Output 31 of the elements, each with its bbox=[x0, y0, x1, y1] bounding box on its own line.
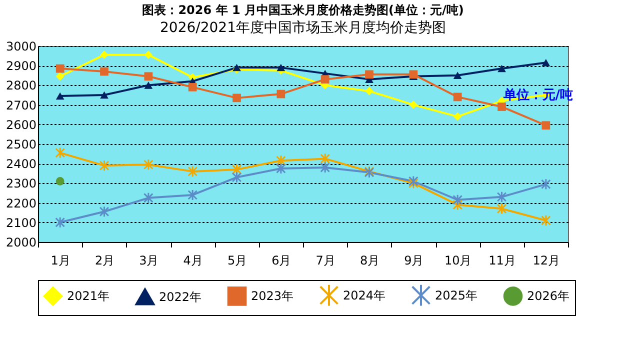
y-tick-label: 2700 bbox=[6, 98, 36, 112]
y-tick-label: 2600 bbox=[6, 118, 36, 132]
x-tick-label: 7月 bbox=[316, 254, 336, 268]
x-tick-label: 9月 bbox=[404, 254, 424, 268]
x-tick-label: 10月 bbox=[444, 254, 472, 268]
y-tick-label: 2300 bbox=[6, 176, 36, 191]
y-tick-label: 2900 bbox=[6, 59, 36, 74]
y-tick-label: 2200 bbox=[6, 196, 36, 210]
x-tick-label: 2月 bbox=[94, 254, 115, 268]
x-tick-label: 4月 bbox=[183, 254, 203, 268]
legend-label: 2023年 bbox=[251, 289, 294, 304]
chart-subtitle: 2026/2021年度中国市场玉米月度均价走势图 bbox=[160, 20, 446, 36]
x-tick-label: 1月 bbox=[50, 254, 70, 268]
legend-label: 2025年 bbox=[435, 288, 478, 302]
x-tick-label: 12月 bbox=[532, 254, 560, 268]
y-tick-label: 2100 bbox=[6, 216, 36, 230]
y-tick-label: 2000 bbox=[6, 236, 36, 250]
legend-label: 2022年 bbox=[159, 290, 202, 304]
x-tick-label: 5月 bbox=[227, 254, 248, 268]
x-tick-label: 6月 bbox=[272, 254, 292, 268]
y-tick-label: 2400 bbox=[6, 157, 36, 172]
y-tick-label: 2800 bbox=[6, 78, 36, 93]
legend-label: 2024年 bbox=[343, 288, 386, 302]
x-tick-label: 8月 bbox=[360, 254, 380, 268]
y-tick-label: 2500 bbox=[6, 138, 36, 152]
chart-title: 图表：2026 年 1 月中国玉米月度价格走势图(单位：元/吨) bbox=[142, 3, 464, 17]
legend-label: 2026年 bbox=[527, 289, 570, 304]
x-tick-label: 3月 bbox=[139, 254, 159, 268]
x-tick-label: 11月 bbox=[488, 254, 516, 268]
legend-label: 2021年 bbox=[67, 289, 110, 304]
y-tick-label: 3000 bbox=[6, 40, 36, 54]
